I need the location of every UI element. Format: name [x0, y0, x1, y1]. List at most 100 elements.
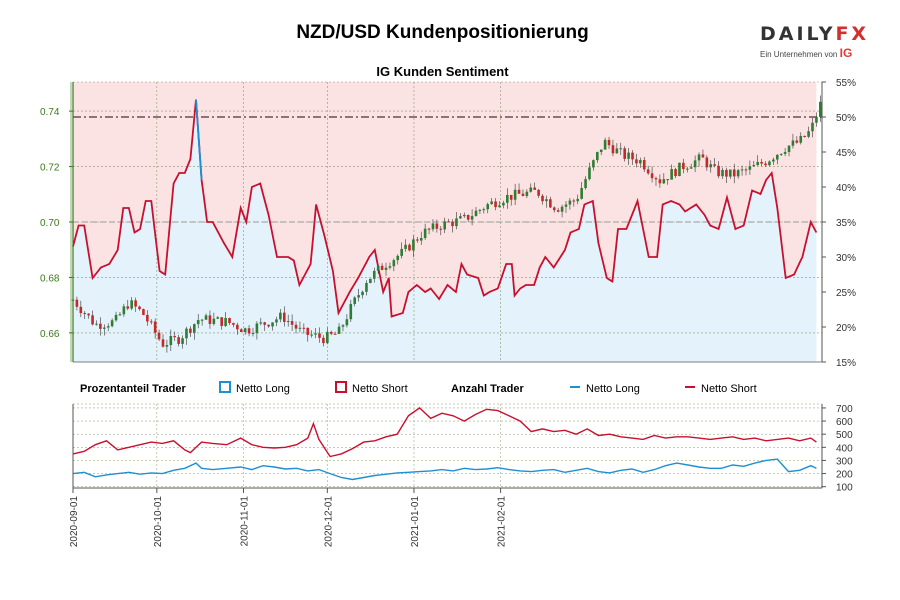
candle-body: [572, 200, 576, 202]
candle-body: [103, 327, 106, 329]
candle-body: [451, 221, 454, 227]
candle-body: [803, 135, 806, 137]
candle-body: [764, 163, 767, 166]
candle-body: [255, 323, 259, 334]
price-tick-label: 0.74: [40, 107, 60, 118]
candle-body: [290, 321, 294, 325]
candle-body: [560, 206, 564, 212]
logo-wordmark: DAILYFX: [760, 23, 870, 45]
candle-body: [157, 332, 161, 340]
candle-body: [509, 194, 513, 200]
candle-body: [729, 169, 732, 177]
logo-tagline: Ein Unternehmen von IG: [760, 46, 853, 60]
candle-body: [791, 140, 795, 146]
candle-body: [200, 319, 204, 321]
candle-body: [251, 333, 255, 335]
candle-body: [447, 221, 450, 223]
candle-body: [462, 214, 466, 217]
candle-body: [239, 329, 243, 333]
candle-body: [353, 297, 357, 304]
candle-body: [114, 314, 118, 321]
candle-body: [701, 154, 705, 158]
count-tick-label: 300: [836, 456, 853, 467]
candle-body: [717, 165, 720, 177]
dailyfx-logo[interactable]: DAILYFX Ein Unternehmen von IG: [760, 24, 870, 60]
candle-body: [212, 318, 216, 324]
candle-body: [545, 199, 548, 202]
candle-body: [149, 321, 153, 323]
percent-tick-label: 40%: [836, 183, 856, 194]
candle-body: [549, 199, 552, 208]
candle-body: [772, 159, 775, 162]
candle-body: [748, 166, 752, 170]
legend-short-box: [335, 381, 347, 393]
candle-body: [318, 333, 321, 338]
candle-body: [639, 160, 642, 164]
candle-body: [756, 161, 760, 166]
candle-body: [306, 327, 310, 335]
candle-body: [271, 322, 274, 327]
candle-body: [341, 325, 345, 327]
candle-body: [811, 122, 814, 132]
candle-body: [709, 164, 713, 168]
candle-body: [286, 321, 290, 323]
candle-body: [650, 173, 654, 179]
candle-body: [396, 255, 400, 261]
candle-body: [439, 228, 443, 230]
candle-body: [760, 161, 763, 164]
candle-body: [611, 145, 615, 154]
date-tick-label: 2021-01-01: [410, 496, 421, 548]
candle-body: [345, 319, 349, 326]
candle-body: [357, 295, 360, 298]
count-tick-label: 600: [836, 417, 853, 428]
candle-body: [349, 303, 353, 320]
legend-percent-long: Netto Long: [236, 383, 290, 395]
candle-body: [110, 320, 114, 327]
candle-body: [161, 339, 165, 347]
candle-body: [725, 169, 728, 177]
candle-body: [498, 205, 501, 208]
candle-body: [423, 228, 427, 238]
candle-body: [118, 314, 122, 316]
candle-body: [153, 321, 157, 333]
candle-body: [392, 260, 396, 267]
candle-body: [232, 323, 235, 325]
count-tick-label: 700: [836, 404, 853, 415]
candle-body: [596, 152, 599, 161]
candle-body: [376, 265, 380, 271]
candle-body: [537, 189, 540, 196]
candle-body: [779, 153, 783, 155]
candle-body: [408, 244, 411, 251]
candle-body: [298, 327, 302, 329]
net-long-count-line: [72, 458, 817, 481]
candle-body: [177, 337, 180, 344]
candle-body: [459, 216, 462, 219]
candle-body: [189, 328, 192, 333]
candle-body: [165, 345, 169, 347]
legend-count-heading: Anzahl Trader: [451, 383, 524, 395]
candle-body: [220, 317, 223, 326]
candle-body: [134, 300, 137, 307]
candle-body: [333, 333, 337, 335]
candle-body: [670, 169, 673, 180]
candle-body: [466, 214, 470, 220]
trader-count-panel: 100 200 300 400 500 600 700: [72, 403, 853, 494]
short-percent-area: [73, 82, 817, 317]
candle-body: [685, 168, 689, 170]
price-sentiment-panel: 0.66 0.68 0.70 0.72 0.74 15% 20% 25% 30% 35% 40% 45…: [40, 78, 856, 369]
candle-body: [599, 149, 603, 153]
candle-body: [799, 135, 803, 143]
percent-tick-label: 50%: [836, 113, 856, 124]
candle-body: [192, 324, 196, 333]
price-tick-label: 0.72: [40, 163, 60, 174]
candle-body: [259, 322, 263, 324]
candle-body: [693, 160, 697, 168]
candle-body: [619, 148, 623, 150]
candle-body: [310, 334, 313, 336]
candle-body: [795, 140, 799, 143]
candle-body: [130, 300, 133, 309]
candle-body: [275, 319, 278, 323]
percent-tick-label: 30%: [836, 253, 856, 264]
candle-body: [713, 164, 716, 166]
candle-body: [282, 312, 286, 322]
